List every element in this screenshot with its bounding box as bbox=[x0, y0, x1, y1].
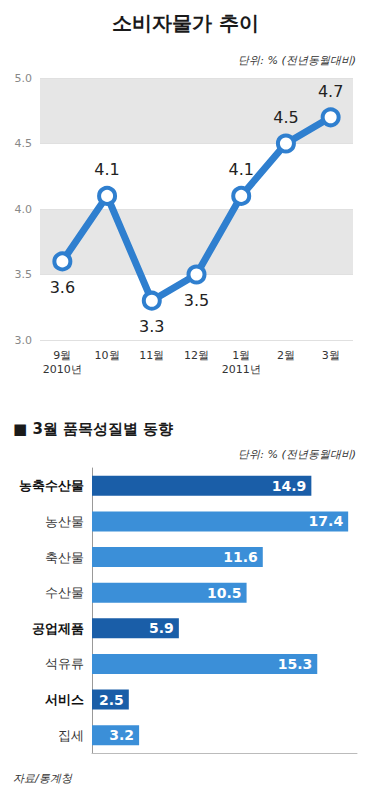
svg-text:단위: % (전년동월대비): 단위: % (전년동월대비) bbox=[238, 448, 356, 461]
svg-text:10월: 10월 bbox=[95, 349, 120, 362]
svg-text:석유류: 석유류 bbox=[45, 656, 84, 671]
svg-text:농축수산물: 농축수산물 bbox=[19, 478, 84, 493]
svg-text:서비스: 서비스 bbox=[45, 692, 84, 707]
svg-text:12월: 12월 bbox=[184, 349, 209, 362]
svg-text:집세: 집세 bbox=[58, 728, 84, 743]
svg-text:공업제품: 공업제품 bbox=[32, 621, 84, 636]
svg-text:축산물: 축산물 bbox=[45, 550, 84, 565]
svg-text:3.2: 3.2 bbox=[109, 727, 134, 743]
svg-text:2.5: 2.5 bbox=[99, 692, 124, 708]
svg-text:3.3: 3.3 bbox=[139, 317, 164, 336]
svg-text:농산물: 농산물 bbox=[45, 514, 84, 529]
svg-text:3.0: 3.0 bbox=[15, 334, 33, 347]
svg-text:2011년: 2011년 bbox=[222, 363, 261, 376]
svg-text:9월: 9월 bbox=[53, 349, 71, 362]
svg-text:4.1: 4.1 bbox=[228, 160, 253, 179]
svg-text:4.0: 4.0 bbox=[15, 203, 33, 216]
svg-text:4.5: 4.5 bbox=[15, 137, 33, 150]
svg-text:5.9: 5.9 bbox=[149, 620, 174, 636]
svg-text:수산물: 수산물 bbox=[45, 585, 84, 600]
svg-text:2월: 2월 bbox=[277, 349, 295, 362]
svg-text:11월: 11월 bbox=[139, 349, 164, 362]
svg-text:3.6: 3.6 bbox=[50, 278, 75, 297]
svg-text:10.5: 10.5 bbox=[207, 585, 242, 601]
svg-text:4.1: 4.1 bbox=[94, 160, 119, 179]
svg-text:4.5: 4.5 bbox=[273, 108, 298, 127]
svg-text:4.7: 4.7 bbox=[318, 82, 343, 101]
svg-text:1월: 1월 bbox=[232, 349, 250, 362]
svg-text:3.5: 3.5 bbox=[184, 291, 209, 310]
svg-text:17.4: 17.4 bbox=[309, 513, 344, 529]
svg-text:자료/통계청: 자료/통계청 bbox=[13, 772, 73, 785]
svg-text:2010년: 2010년 bbox=[43, 363, 82, 376]
svg-text:■ 3월 품목성질별 동향: ■ 3월 품목성질별 동향 bbox=[13, 420, 173, 438]
svg-text:5.0: 5.0 bbox=[15, 72, 33, 85]
svg-text:소비자물가 추이: 소비자물가 추이 bbox=[112, 11, 259, 35]
svg-text:단위: % (전년동월대비): 단위: % (전년동월대비) bbox=[238, 54, 356, 67]
svg-text:3월: 3월 bbox=[322, 349, 340, 362]
svg-text:14.9: 14.9 bbox=[272, 478, 307, 494]
svg-text:3.5: 3.5 bbox=[15, 268, 33, 281]
svg-text:11.6: 11.6 bbox=[223, 549, 258, 565]
svg-text:15.3: 15.3 bbox=[278, 656, 313, 672]
